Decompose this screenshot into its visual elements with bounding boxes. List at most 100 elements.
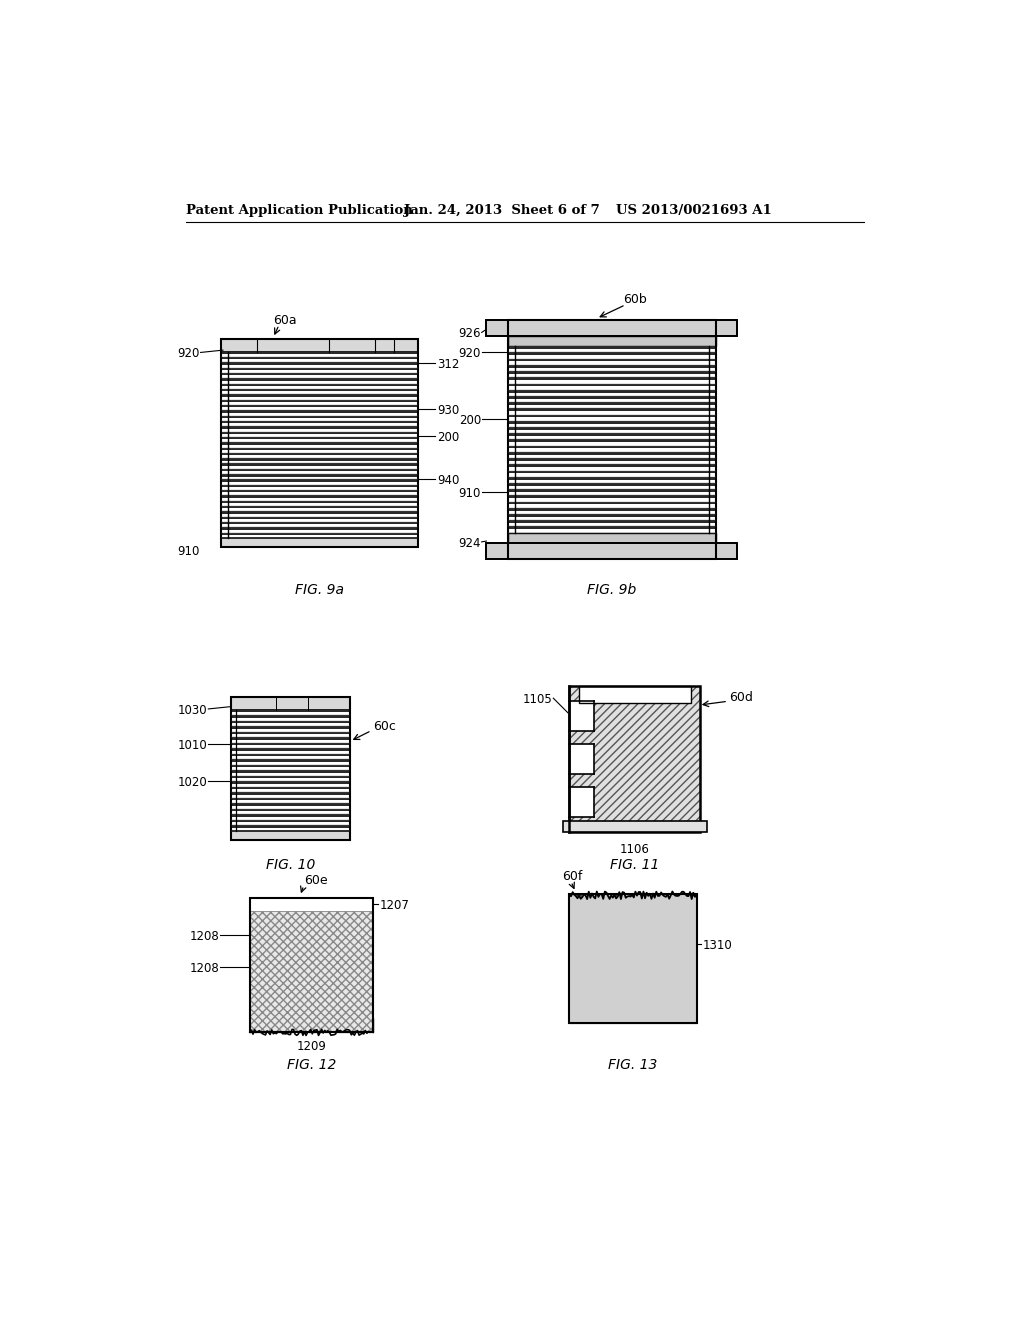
Point: [572, 895, 589, 916]
Point: [675, 956, 691, 977]
Point: [672, 903, 688, 924]
Point: [632, 921, 648, 942]
Point: [601, 887, 617, 908]
Point: [580, 900, 596, 921]
Point: [620, 921, 636, 942]
Point: [594, 891, 610, 912]
Point: [590, 990, 606, 1011]
Point: [668, 896, 684, 917]
Point: [621, 887, 637, 908]
Point: [624, 975, 640, 997]
Point: [671, 929, 687, 950]
Point: [608, 1005, 625, 1026]
Point: [643, 983, 659, 1005]
Point: [611, 919, 628, 940]
Point: [636, 945, 652, 966]
Bar: [508, 513, 716, 517]
Point: [686, 909, 702, 931]
Point: [596, 990, 612, 1011]
Point: [685, 999, 701, 1020]
Point: [665, 899, 681, 920]
Point: [601, 1003, 617, 1024]
Point: [645, 1007, 662, 1028]
Point: [648, 944, 665, 965]
Point: [679, 966, 695, 987]
Point: [610, 895, 627, 916]
Point: [577, 972, 593, 993]
Point: [657, 973, 674, 994]
Point: [676, 902, 692, 923]
Bar: [230, 710, 350, 713]
Point: [620, 896, 636, 917]
Point: [572, 999, 589, 1020]
Point: [650, 921, 667, 942]
Point: [594, 998, 610, 1019]
Text: 930: 930: [437, 404, 460, 417]
Point: [604, 982, 621, 1003]
Point: [683, 972, 699, 993]
Point: [564, 935, 581, 956]
Point: [646, 925, 663, 946]
Point: [635, 936, 651, 957]
Point: [579, 990, 595, 1011]
Point: [665, 973, 681, 994]
Point: [622, 921, 638, 942]
Point: [583, 985, 599, 1006]
Point: [687, 949, 703, 970]
Point: [607, 997, 624, 1018]
Point: [628, 958, 644, 979]
Point: [574, 941, 591, 962]
Point: [642, 888, 658, 909]
Point: [668, 999, 684, 1020]
Point: [577, 939, 593, 960]
Point: [665, 915, 681, 936]
Point: [654, 906, 671, 927]
Point: [655, 923, 672, 944]
Point: [592, 945, 608, 966]
Point: [637, 1007, 653, 1028]
Point: [575, 949, 592, 970]
Point: [675, 916, 691, 937]
Point: [589, 964, 605, 985]
Text: 60c: 60c: [373, 721, 396, 733]
Point: [626, 993, 642, 1014]
Point: [584, 906, 600, 927]
Point: [675, 960, 691, 981]
Point: [616, 915, 633, 936]
Point: [593, 961, 609, 982]
Point: [651, 917, 668, 939]
Point: [654, 921, 671, 942]
Point: [615, 896, 632, 917]
Point: [662, 957, 678, 978]
Point: [605, 896, 622, 917]
Point: [633, 924, 649, 945]
Point: [633, 933, 649, 954]
Point: [568, 907, 585, 928]
Point: [573, 1008, 590, 1030]
Point: [638, 913, 654, 935]
Point: [636, 903, 652, 924]
Point: [597, 937, 613, 958]
Point: [614, 924, 631, 945]
Point: [646, 957, 663, 978]
Point: [611, 998, 628, 1019]
Point: [600, 986, 616, 1007]
Point: [611, 954, 628, 975]
Point: [681, 972, 697, 993]
Point: [674, 891, 690, 912]
Point: [633, 1005, 649, 1026]
Point: [577, 972, 593, 993]
Point: [584, 923, 600, 944]
Point: [568, 956, 585, 977]
Text: 1010: 1010: [178, 739, 208, 751]
Point: [622, 933, 638, 954]
Point: [626, 953, 642, 974]
Point: [670, 921, 686, 942]
Point: [581, 1007, 597, 1028]
Point: [652, 975, 669, 997]
Point: [594, 887, 610, 908]
Point: [676, 940, 692, 961]
Point: [668, 906, 684, 927]
Point: [621, 949, 637, 970]
Point: [615, 931, 632, 952]
